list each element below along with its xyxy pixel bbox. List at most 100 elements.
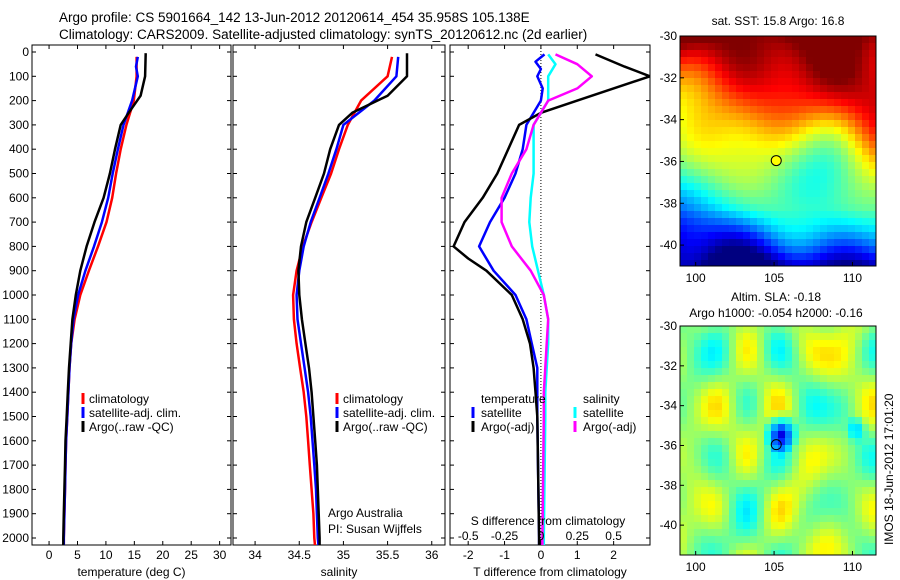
map-cell	[715, 508, 723, 516]
map-cell	[820, 50, 828, 58]
map-cell	[708, 225, 716, 233]
map-cell	[736, 155, 744, 163]
map-cell	[813, 333, 821, 341]
map-cell	[708, 204, 716, 212]
map-cell	[680, 515, 688, 523]
map-cell	[715, 99, 723, 107]
map-cell	[848, 78, 856, 86]
map-cell	[750, 148, 758, 156]
map-cell	[687, 529, 695, 537]
map-cell	[862, 522, 870, 530]
map-field	[680, 326, 876, 555]
map-cell	[729, 396, 737, 404]
map-cell	[799, 57, 807, 65]
map-cell	[708, 494, 716, 502]
map-cell	[813, 431, 821, 439]
map-cell	[820, 382, 828, 390]
map-cell	[701, 113, 709, 121]
map-cell	[869, 382, 876, 390]
map-cell	[792, 50, 800, 58]
map-cell	[862, 543, 870, 551]
map-cell	[750, 246, 758, 254]
map-cell	[757, 529, 765, 537]
map-cell	[771, 92, 779, 100]
profile-title: Argo profile: CS 5901664_142 13-Jun-2012…	[59, 10, 530, 25]
map-cell	[820, 106, 828, 114]
map-cell	[785, 169, 793, 177]
map-cell	[771, 183, 779, 191]
map-cell	[764, 452, 772, 460]
map-cell	[750, 225, 758, 233]
map-cell	[841, 424, 849, 432]
map-cell	[834, 225, 842, 233]
map-cell	[715, 382, 723, 390]
map-cell	[757, 375, 765, 383]
map-cell	[778, 494, 786, 502]
x-tick-label: 35	[337, 548, 351, 562]
map-cell	[785, 134, 793, 142]
x2-tick-label: 0.5	[605, 529, 622, 543]
map-cell	[806, 368, 814, 376]
map-cell	[722, 92, 730, 100]
map-cell	[862, 36, 870, 44]
map-cell	[848, 127, 856, 135]
map-cell	[799, 459, 807, 467]
map-cell	[841, 225, 849, 233]
map-cell	[792, 134, 800, 142]
map-cell	[771, 225, 779, 233]
map-cell	[757, 176, 765, 184]
map-cell	[715, 459, 723, 467]
map-cell	[869, 417, 876, 425]
map-cell	[827, 543, 835, 551]
map-cell	[736, 190, 744, 198]
map-cell	[771, 253, 779, 261]
map-cell	[715, 155, 723, 163]
map-cell	[694, 120, 702, 128]
map-cell	[862, 466, 870, 474]
map-cell	[729, 246, 737, 254]
map-cell	[715, 148, 723, 156]
map-cell	[687, 487, 695, 495]
map-cell	[743, 99, 751, 107]
map-cell	[792, 113, 800, 121]
map-cell	[834, 494, 842, 502]
map-cell	[743, 326, 751, 334]
map-cell	[806, 515, 814, 523]
legend-label: Argo(-adj)	[583, 420, 636, 434]
map-cell	[848, 550, 856, 555]
map-cell	[862, 225, 870, 233]
map-cell	[785, 515, 793, 523]
map-cell	[750, 253, 758, 261]
map-cell	[792, 99, 800, 107]
map-cell	[813, 218, 821, 226]
map-cell	[813, 169, 821, 177]
map-cell	[743, 78, 751, 86]
map-cell	[792, 190, 800, 198]
map-cell	[764, 361, 772, 369]
map-cell	[771, 50, 779, 58]
map-cell	[785, 176, 793, 184]
map-cell	[792, 361, 800, 369]
map-cell	[869, 424, 876, 432]
map-cell	[820, 515, 828, 523]
map-cell	[820, 155, 828, 163]
map-cell	[785, 232, 793, 240]
map-cell	[792, 85, 800, 93]
map-cell	[792, 127, 800, 135]
map-cell	[736, 134, 744, 142]
map-cell	[771, 522, 779, 530]
map-cell	[778, 204, 786, 212]
map-cell	[792, 543, 800, 551]
y-tick-label: 1300	[2, 361, 29, 375]
map-cell	[708, 543, 716, 551]
map-cell	[806, 134, 814, 142]
map-cell	[806, 480, 814, 488]
map-field	[680, 36, 876, 266]
map-cell	[757, 333, 765, 341]
map-cell	[757, 543, 765, 551]
map-cell	[827, 529, 835, 537]
map-cell	[729, 438, 737, 446]
map-cell	[687, 218, 695, 226]
map-cell	[722, 141, 730, 149]
map-cell	[680, 340, 688, 348]
